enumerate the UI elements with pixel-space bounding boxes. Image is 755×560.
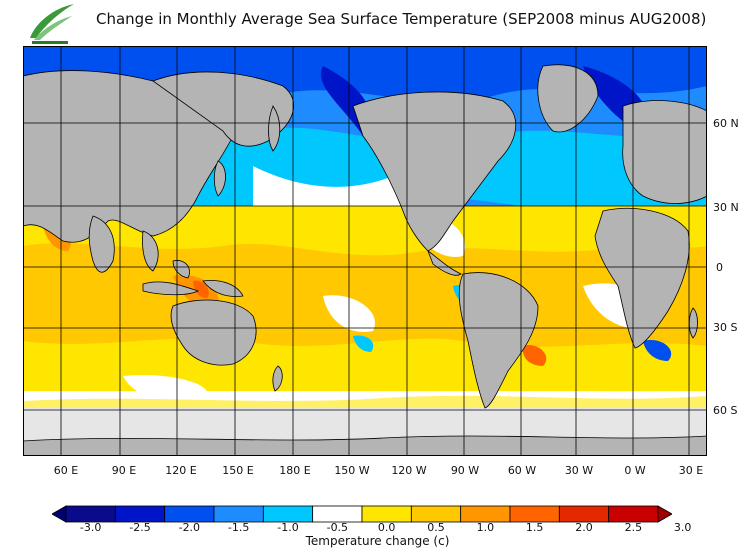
colorbar-segment	[213, 505, 264, 523]
lon-label-90w: 90 W	[450, 464, 480, 477]
colorbar-segment	[114, 505, 166, 523]
observatory-logo	[30, 4, 74, 44]
lon-label-30w: 30 W	[564, 464, 594, 477]
lon-label-150e: 150 E	[222, 464, 254, 477]
lon-label-180e: 180 E	[279, 464, 311, 477]
lon-label-30e: 30 E	[678, 464, 704, 477]
lon-label-90e: 90 E	[111, 464, 137, 477]
lon-label-0w: 0 W	[624, 464, 646, 477]
colorbar-segment	[65, 505, 116, 523]
colorbar-segment	[312, 505, 363, 523]
colorbar-tick-label: -1.5	[227, 521, 250, 534]
colorbar-over-arrow	[657, 505, 672, 523]
colorbar-segment	[262, 505, 314, 523]
lat-label-60s: 60 S	[713, 404, 738, 417]
colorbar-title: Temperature change (c)	[305, 534, 450, 548]
colorbar-tick-label: -2.0	[178, 521, 201, 534]
lon-label-60w: 60 W	[507, 464, 537, 477]
colorbar-tick-label: 0.5	[427, 521, 445, 534]
lon-label-60e: 60 E	[53, 464, 79, 477]
colorbar-tick-label: 1.0	[476, 521, 495, 534]
colorbar	[52, 505, 672, 523]
colorbar-tick-label: -0.5	[326, 521, 349, 534]
colorbar-tick-label: -3.0	[79, 521, 102, 534]
lon-label-120e: 120 E	[165, 464, 197, 477]
map-title: Change in Monthly Average Sea Surface Te…	[96, 10, 707, 28]
colorbar-segment	[164, 505, 215, 523]
land-masses	[23, 64, 707, 456]
colorbar-tick-label: -2.5	[129, 521, 151, 534]
colorbar-segment	[509, 505, 560, 523]
colorbar-tick-label: 3.0	[673, 521, 692, 534]
colorbar-segment	[608, 505, 659, 523]
lat-label-30n: 30 N	[713, 201, 739, 214]
colorbar-segment	[460, 505, 511, 523]
colorbar-segment	[410, 505, 462, 523]
colorbar-tick-label: 2.5	[624, 521, 643, 534]
lat-label-0: 0	[716, 261, 723, 274]
graticule	[23, 46, 707, 456]
colorbar-segment	[558, 505, 610, 523]
colorbar-under-arrow	[52, 505, 67, 523]
lon-label-120w: 120 W	[391, 464, 427, 477]
colorbar-tick-label: -1.0	[277, 521, 299, 534]
sst-change-map	[23, 46, 707, 456]
colorbar-tick-label: 0.0	[377, 521, 396, 534]
colorbar-segment	[361, 505, 412, 523]
colorbar-tick-label: 2.0	[575, 521, 593, 534]
colorbar-tick-label: 1.5	[525, 521, 544, 534]
lat-label-60n: 60 N	[713, 117, 739, 130]
lon-label-150w: 150 W	[334, 464, 370, 477]
lat-label-30s: 30 S	[713, 321, 738, 334]
